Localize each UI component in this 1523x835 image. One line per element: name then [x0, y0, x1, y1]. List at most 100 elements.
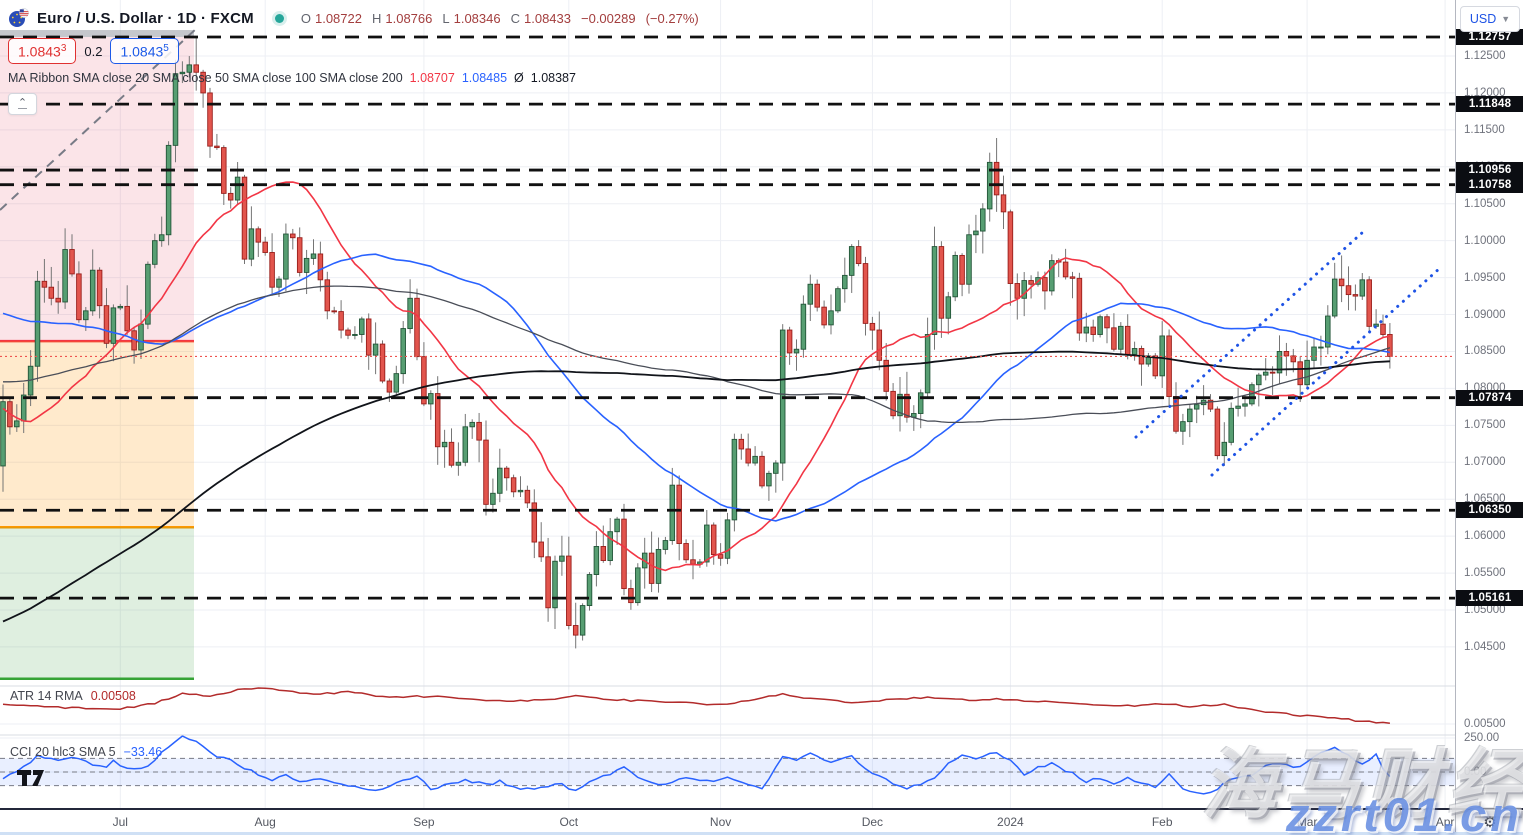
atr-line[interactable] — [2, 687, 1390, 724]
candle — [897, 393, 903, 417]
time-axis-label: 2024 — [997, 815, 1024, 829]
candle — [207, 92, 213, 147]
candle — [773, 462, 779, 474]
candle — [407, 297, 413, 330]
candle — [531, 502, 538, 543]
candle — [1062, 261, 1069, 278]
sma-100-line[interactable] — [3, 285, 1391, 424]
price-tick-label: 1.09000 — [1464, 308, 1506, 321]
gear-icon[interactable]: ⚙ — [1483, 814, 1497, 831]
candle — [538, 541, 544, 558]
atr-indicator-label[interactable]: ATR 14 RMA 0.00508 — [10, 689, 136, 703]
candle — [704, 524, 710, 563]
levels-layer — [0, 35, 1455, 600]
candle — [352, 334, 358, 336]
candle — [296, 237, 303, 273]
candle — [434, 393, 441, 448]
cci-label-text: CCI 20 hlc3 SMA 5 — [10, 745, 116, 759]
symbol-row: Euro / U.S. Dollar · 1D · FXCM O 1.08722 … — [8, 6, 705, 30]
candle — [421, 356, 427, 405]
candle — [14, 420, 20, 428]
candle — [310, 253, 317, 259]
cci-band — [0, 758, 1455, 786]
price-tick-label: 1.05000 — [1464, 603, 1506, 616]
candle — [1166, 335, 1172, 397]
candle — [227, 192, 234, 201]
candle — [469, 421, 475, 428]
price-level-tag: 1.11848 — [1456, 96, 1523, 113]
candle — [386, 380, 393, 393]
candle — [317, 253, 324, 281]
candle — [1262, 371, 1269, 376]
candle — [1049, 260, 1055, 292]
candle — [1104, 316, 1110, 329]
currency-selector-button[interactable]: USD ▼ — [1460, 6, 1520, 32]
cci-value: −33.46 — [123, 745, 163, 759]
candle — [55, 297, 61, 303]
sma-50-line[interactable] — [2, 253, 1391, 522]
candle — [676, 484, 682, 544]
candle — [793, 348, 800, 354]
candle — [1290, 355, 1297, 363]
candle — [152, 240, 158, 265]
low-label: L — [442, 10, 450, 26]
candle — [1000, 194, 1007, 213]
symbol-title[interactable]: Euro / U.S. Dollar · 1D · FXCM — [37, 9, 254, 27]
candle — [1366, 279, 1372, 327]
tradingview-logo-icon[interactable] — [16, 768, 46, 793]
candle — [48, 286, 55, 299]
price-tick-label: 1.06000 — [1464, 530, 1506, 543]
axis-corner: ⚙ — [1455, 810, 1523, 834]
collapse-pane-button[interactable]: ⌃ — [8, 93, 37, 115]
candle — [379, 343, 386, 382]
ma-ribbon-row[interactable]: MA Ribbon SMA close 20 SMA close 50 SMA … — [8, 71, 705, 85]
gray-dashed-trendline[interactable] — [0, 27, 198, 211]
sell-price-button[interactable]: 1.08433 — [8, 38, 77, 64]
sma-20-line[interactable] — [2, 181, 1391, 572]
candle — [400, 328, 406, 375]
currency-label: USD — [1469, 12, 1497, 26]
bid-ask-row: 1.08433 0.2 1.08435 — [8, 38, 705, 64]
candle — [966, 234, 972, 285]
symbol-icon — [8, 8, 30, 28]
candle — [1097, 316, 1103, 335]
price-tick-label: 1.10000 — [1464, 234, 1506, 247]
blue-dotted-trendline-1[interactable] — [1210, 266, 1442, 477]
ma-average-value: 1.08387 — [530, 71, 576, 85]
candle — [69, 249, 75, 275]
change-value: −0.00289 — [581, 10, 636, 26]
price-tick-label: 1.12500 — [1464, 50, 1506, 62]
candle — [1345, 285, 1352, 296]
candle — [193, 64, 199, 73]
candle — [545, 556, 551, 609]
price-tick-label: 1.06500 — [1464, 493, 1506, 506]
candle — [710, 524, 717, 556]
candle — [1235, 405, 1241, 409]
candle — [476, 421, 482, 441]
candle — [490, 492, 496, 505]
candle — [145, 263, 151, 325]
candle — [559, 555, 565, 562]
price-axis[interactable]: USD ▼ 1.125001.120001.115001.110001.1050… — [1455, 0, 1523, 808]
cci-line[interactable] — [2, 735, 1391, 795]
time-axis-label: Sep — [413, 815, 435, 829]
candle — [566, 555, 572, 626]
buy-price-button[interactable]: 1.08435 — [110, 38, 179, 64]
candle — [283, 233, 289, 280]
candle — [96, 269, 103, 307]
price-level-tag: 1.10758 — [1456, 176, 1523, 193]
cci-indicator-label[interactable]: CCI 20 hlc3 SMA 5 −33.46 — [10, 745, 162, 759]
sma-200-line[interactable] — [2, 350, 1390, 623]
candle — [635, 567, 641, 604]
blue-dotted-trendline-0[interactable] — [1134, 230, 1365, 439]
time-axis[interactable]: ⚙ Jul Aug Sep Oct Nov Dec 2024 Feb Mar Apr — [0, 808, 1523, 834]
candle — [869, 322, 876, 331]
market-open-dot-icon[interactable] — [274, 13, 284, 23]
cci-tick-label: 250.00 — [1464, 732, 1500, 744]
candle — [186, 64, 193, 73]
candle — [1380, 323, 1386, 335]
candle — [1042, 277, 1048, 292]
atr-tick-label: 0.00500 — [1464, 718, 1506, 730]
candle — [1214, 408, 1221, 457]
